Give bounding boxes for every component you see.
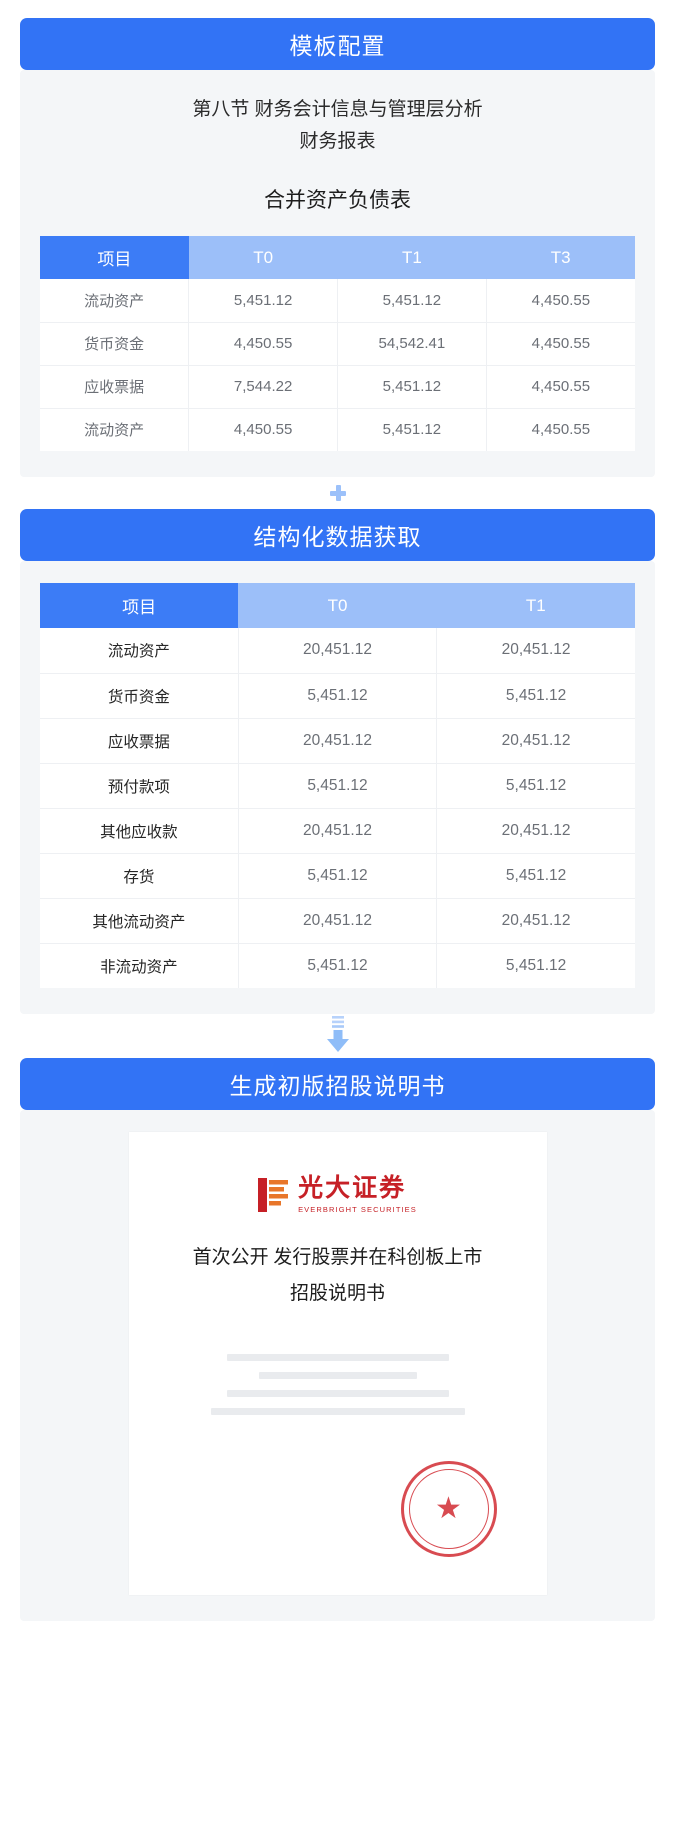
prospectus-title-line-1: 首次公开 发行股票并在科创板上市: [192, 1247, 483, 1268]
table-row: 非流动资产 5,451.12 5,451.12: [40, 943, 635, 988]
prospectus-document-card[interactable]: 光大证券 EVERBRIGHT SECURITIES 首次公开 发行股票并在科创…: [128, 1132, 547, 1595]
cell-item: 流动资产: [40, 408, 190, 451]
balance-sheet-title: 合并资产负债表: [264, 189, 411, 212]
everbright-logo-icon: [258, 1178, 289, 1212]
brand-name-cn: 光大证券: [298, 1175, 407, 1202]
cell-value-t0: 20,451.12: [238, 718, 438, 764]
table-row: 存货 5,451.12 5,451.12: [40, 853, 635, 899]
column-header-item: 项目: [40, 583, 239, 628]
cell-value-t0: 20,451.12: [238, 628, 438, 674]
prospectus-preview-panel: 光大证券 EVERBRIGHT SECURITIES 首次公开 发行股票并在科创…: [20, 1110, 655, 1621]
section-banner-label: 结构化数据获取: [253, 524, 422, 550]
cell-item: 其他应收款: [40, 808, 239, 854]
cell-item: 非流动资产: [40, 943, 239, 988]
column-header-item: 项目: [40, 236, 189, 279]
table-row: 应收票据 20,451.12 20,451.12: [40, 718, 635, 764]
section-banner-label: 模板配置: [289, 33, 386, 59]
balance-sheet-table: 项目 T0 T1 T3 流动资产 5,451.12 5,451.12 4,450…: [40, 236, 635, 451]
structured-data-panel: 项目 T0 T1 流动资产 20,451.12 20,451.12 货币资金 5…: [20, 561, 655, 1014]
cell-value-t0: 20,451.12: [238, 808, 438, 854]
cell-value-t3: 4,450.55: [486, 408, 635, 451]
plus-icon: [329, 485, 346, 501]
cell-item: 存货: [40, 853, 239, 899]
cell-item: 应收票据: [40, 718, 239, 764]
table-row: 预付款项 5,451.12 5,451.12: [40, 763, 635, 809]
cell-item: 货币资金: [40, 673, 239, 719]
table-row: 其他流动资产 20,451.12 20,451.12: [40, 898, 635, 944]
cell-value-t1: 5,451.12: [337, 365, 487, 409]
section-banner-template-config[interactable]: 模板配置: [20, 18, 655, 70]
placeholder-line: [226, 1354, 449, 1361]
cell-item: 预付款项: [40, 763, 239, 809]
cell-value-t3: 4,450.55: [486, 322, 635, 366]
placeholder-line: [226, 1390, 449, 1397]
column-header-t1: T1: [337, 236, 487, 279]
column-header-t1: T1: [436, 583, 635, 628]
table-row: 流动资产 5,451.12 5,451.12 4,450.55: [40, 279, 635, 323]
cell-value-t3: 4,450.55: [486, 365, 635, 409]
prospectus-title-line-2: 招股说明书: [289, 1283, 385, 1304]
table-row: 流动资产 4,450.55 5,451.12 4,450.55: [40, 408, 635, 451]
cell-value-t0: 20,451.12: [238, 898, 438, 944]
structured-data-table: 项目 T0 T1 流动资产 20,451.12 20,451.12 货币资金 5…: [40, 583, 635, 988]
down-arrow-icon: [326, 1016, 349, 1052]
cell-value-t3: 4,450.55: [486, 279, 635, 323]
table-row: 应收票据 7,544.22 5,451.12 4,450.55: [40, 365, 635, 409]
cell-value-t1: 5,451.12: [436, 853, 635, 899]
brand-name-en: EVERBRIGHT SECURITIES: [298, 1205, 417, 1214]
placeholder-line: [210, 1408, 465, 1415]
official-seal-wrap: ★: [173, 1461, 503, 1557]
cell-value-t0: 5,451.12: [238, 763, 438, 809]
cell-value-t0: 4,450.55: [188, 322, 338, 366]
placeholder-line: [258, 1372, 417, 1379]
cell-value-t0: 4,450.55: [188, 408, 338, 451]
seal-star-glyph: ★: [435, 1492, 462, 1525]
document-heading: 第八节 财务会计信息与管理层分析: [192, 99, 483, 120]
cell-item: 应收票据: [40, 365, 190, 409]
cell-value-t1: 20,451.12: [436, 718, 635, 764]
column-header-t3: T3: [486, 236, 635, 279]
bottom-spacer: [20, 1621, 655, 1651]
cell-value-t0: 5,451.12: [238, 943, 438, 988]
table-row: 其他应收款 20,451.12 20,451.12: [40, 808, 635, 854]
table-row: 货币资金 5,451.12 5,451.12: [40, 673, 635, 719]
connector-arrow: [20, 1014, 655, 1058]
cell-item: 流动资产: [40, 279, 190, 323]
brand-logo: 光大证券 EVERBRIGHT SECURITIES: [173, 1176, 503, 1214]
cell-value-t1: 5,451.12: [436, 763, 635, 809]
document-body-placeholder: [173, 1354, 503, 1415]
column-header-t0: T0: [238, 583, 437, 628]
cell-value-t0: 5,451.12: [188, 279, 338, 323]
section-banner-generate-prospectus[interactable]: 生成初版招股说明书: [20, 1058, 655, 1110]
cell-value-t1: 20,451.12: [436, 808, 635, 854]
table-header-row: 项目 T0 T1: [40, 583, 635, 628]
section-banner-structured-data[interactable]: 结构化数据获取: [20, 509, 655, 561]
brand-text-block: 光大证券 EVERBRIGHT SECURITIES: [298, 1176, 417, 1214]
cell-value-t1: 20,451.12: [436, 628, 635, 674]
table-header-row: 项目 T0 T1 T3: [40, 236, 635, 279]
cell-item: 货币资金: [40, 322, 190, 366]
table-row: 货币资金 4,450.55 54,542.41 4,450.55: [40, 322, 635, 366]
cell-item: 流动资产: [40, 628, 239, 674]
official-seal-icon: ★: [400, 1461, 497, 1557]
cell-value-t1: 5,451.12: [337, 408, 487, 451]
cell-value-t1: 5,451.12: [436, 943, 635, 988]
template-config-panel: 第八节 财务会计信息与管理层分析 财务报表 合并资产负债表 项目 T0 T1 T…: [20, 70, 655, 477]
connector-plus: [20, 477, 655, 509]
cell-value-t0: 5,451.12: [238, 853, 438, 899]
cell-value-t1: 54,542.41: [337, 322, 487, 366]
column-header-t0: T0: [188, 236, 338, 279]
cell-value-t0: 5,451.12: [238, 673, 438, 719]
document-subheading: 财务报表: [299, 131, 376, 152]
table-row: 流动资产 20,451.12 20,451.12: [40, 628, 635, 674]
cell-value-t1: 5,451.12: [337, 279, 487, 323]
cell-value-t1: 5,451.12: [436, 673, 635, 719]
cell-value-t0: 7,544.22: [188, 365, 338, 409]
cell-value-t1: 20,451.12: [436, 898, 635, 944]
cell-item: 其他流动资产: [40, 898, 239, 944]
section-banner-label: 生成初版招股说明书: [229, 1073, 446, 1099]
